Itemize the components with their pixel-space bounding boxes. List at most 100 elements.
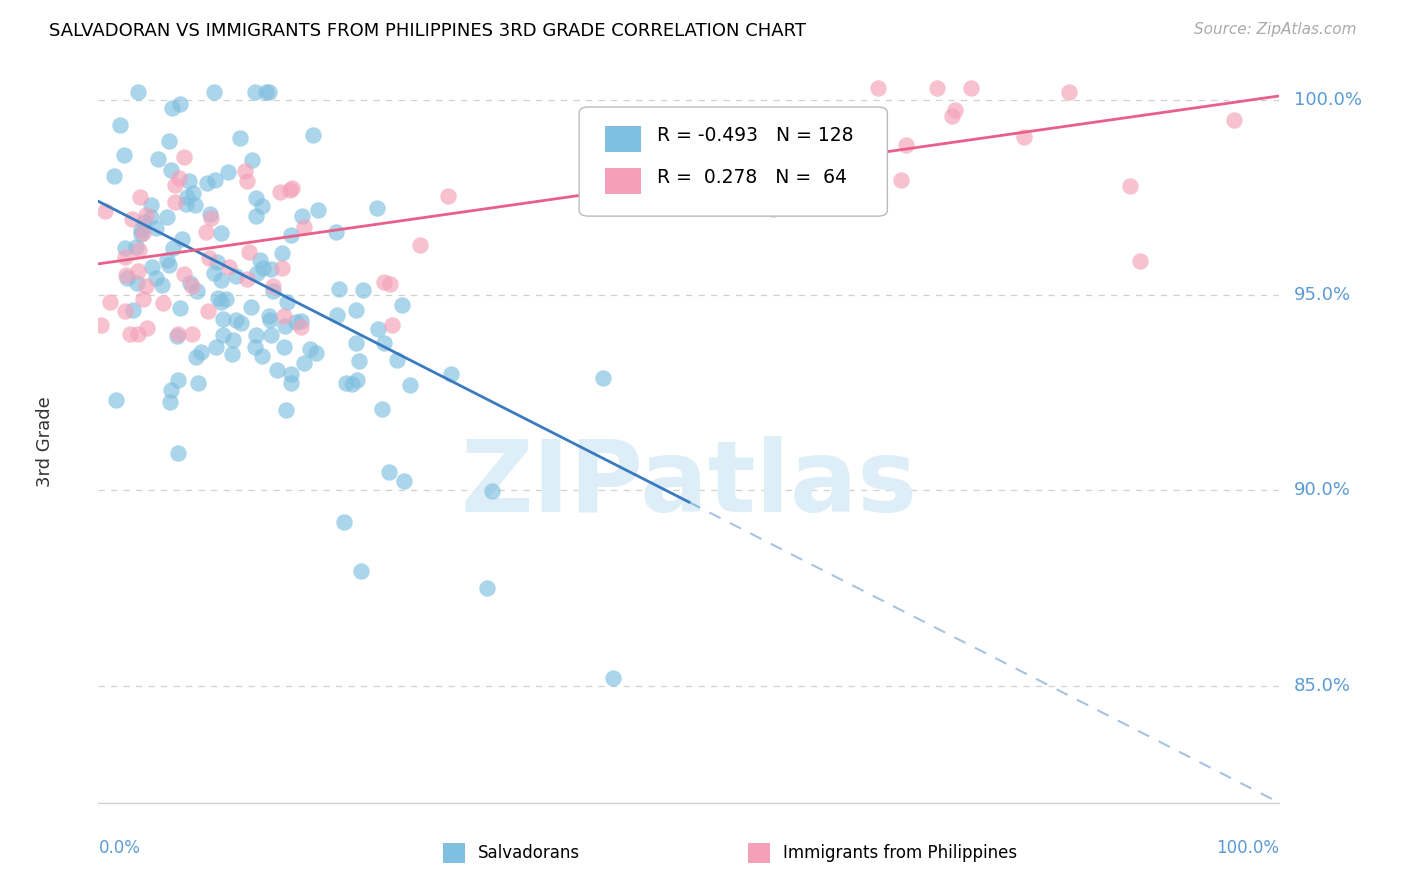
- Point: [260, 328, 283, 343]
- Point: [270, 245, 292, 260]
- Point: [174, 197, 197, 211]
- Point: [181, 186, 204, 201]
- Point: [135, 279, 157, 293]
- Point: [262, 284, 284, 298]
- Point: [150, 278, 173, 293]
- Point: [274, 319, 297, 334]
- Point: [262, 279, 284, 293]
- Point: [131, 227, 153, 241]
- Text: 85.0%: 85.0%: [1294, 677, 1351, 695]
- Point: [104, 392, 127, 407]
- Point: [209, 273, 232, 287]
- Text: 95.0%: 95.0%: [1294, 286, 1351, 304]
- Point: [221, 347, 243, 361]
- Point: [115, 271, 138, 285]
- Point: [152, 296, 174, 310]
- Point: [894, 137, 917, 152]
- Point: [114, 304, 136, 318]
- Point: [195, 177, 218, 191]
- Point: [387, 353, 409, 368]
- Text: Immigrants from Philippines: Immigrants from Philippines: [783, 844, 1018, 862]
- Point: [127, 85, 149, 99]
- Text: SALVADORAN VS IMMIGRANTS FROM PHILIPPINES 3RD GRADE CORRELATION CHART: SALVADORAN VS IMMIGRANTS FROM PHILIPPINE…: [49, 22, 806, 40]
- Text: R = -0.493   N = 128: R = -0.493 N = 128: [657, 127, 853, 145]
- Point: [236, 174, 259, 188]
- Point: [280, 368, 302, 382]
- Point: [340, 377, 363, 392]
- Point: [481, 483, 503, 498]
- Point: [391, 298, 413, 312]
- Point: [129, 190, 152, 204]
- Text: Salvadorans: Salvadorans: [478, 844, 581, 862]
- Point: [252, 260, 274, 275]
- Point: [94, 203, 117, 218]
- Point: [270, 261, 292, 276]
- Point: [347, 353, 370, 368]
- Point: [184, 198, 207, 212]
- Point: [187, 376, 209, 390]
- Point: [125, 240, 148, 254]
- Point: [1119, 178, 1142, 193]
- Point: [176, 190, 198, 204]
- Point: [440, 367, 463, 381]
- Point: [305, 346, 328, 360]
- Point: [259, 312, 281, 326]
- Point: [186, 284, 208, 298]
- Point: [179, 276, 201, 290]
- Point: [121, 212, 143, 227]
- Point: [941, 109, 963, 123]
- Point: [129, 223, 152, 237]
- Point: [602, 672, 624, 686]
- Point: [186, 350, 208, 364]
- Point: [269, 185, 291, 199]
- Point: [179, 174, 201, 188]
- Point: [350, 564, 373, 578]
- Point: [250, 199, 273, 213]
- Point: [169, 96, 191, 111]
- Point: [166, 327, 188, 342]
- Point: [959, 81, 981, 95]
- Point: [254, 85, 277, 99]
- FancyBboxPatch shape: [605, 126, 641, 152]
- Point: [190, 344, 212, 359]
- Point: [229, 130, 252, 145]
- Point: [266, 363, 288, 377]
- Point: [167, 446, 190, 460]
- Text: 0.0%: 0.0%: [98, 838, 141, 857]
- Point: [165, 178, 187, 192]
- Point: [148, 152, 170, 166]
- Point: [592, 370, 614, 384]
- Point: [181, 327, 204, 342]
- Point: [762, 202, 785, 217]
- Point: [243, 85, 266, 99]
- Point: [225, 268, 247, 283]
- Point: [214, 292, 236, 306]
- Point: [245, 210, 267, 224]
- Point: [325, 225, 347, 239]
- Point: [233, 164, 256, 178]
- Point: [367, 322, 389, 336]
- Point: [292, 219, 315, 234]
- Point: [115, 268, 138, 283]
- Point: [399, 378, 422, 392]
- Point: [240, 300, 263, 314]
- Text: ZIPatlas: ZIPatlas: [461, 436, 917, 533]
- Point: [280, 376, 302, 390]
- Text: Source: ZipAtlas.com: Source: ZipAtlas.com: [1194, 22, 1357, 37]
- Point: [197, 251, 219, 265]
- Point: [250, 349, 273, 363]
- Point: [103, 169, 125, 183]
- Text: 100.0%: 100.0%: [1294, 91, 1361, 109]
- Point: [280, 228, 302, 243]
- Point: [381, 318, 404, 332]
- Point: [290, 313, 312, 327]
- Point: [346, 373, 368, 387]
- Point: [1129, 254, 1152, 268]
- Point: [166, 328, 188, 343]
- Point: [825, 132, 848, 146]
- Point: [276, 402, 298, 417]
- Point: [378, 466, 401, 480]
- Point: [392, 474, 415, 488]
- Point: [128, 244, 150, 258]
- Point: [249, 252, 271, 267]
